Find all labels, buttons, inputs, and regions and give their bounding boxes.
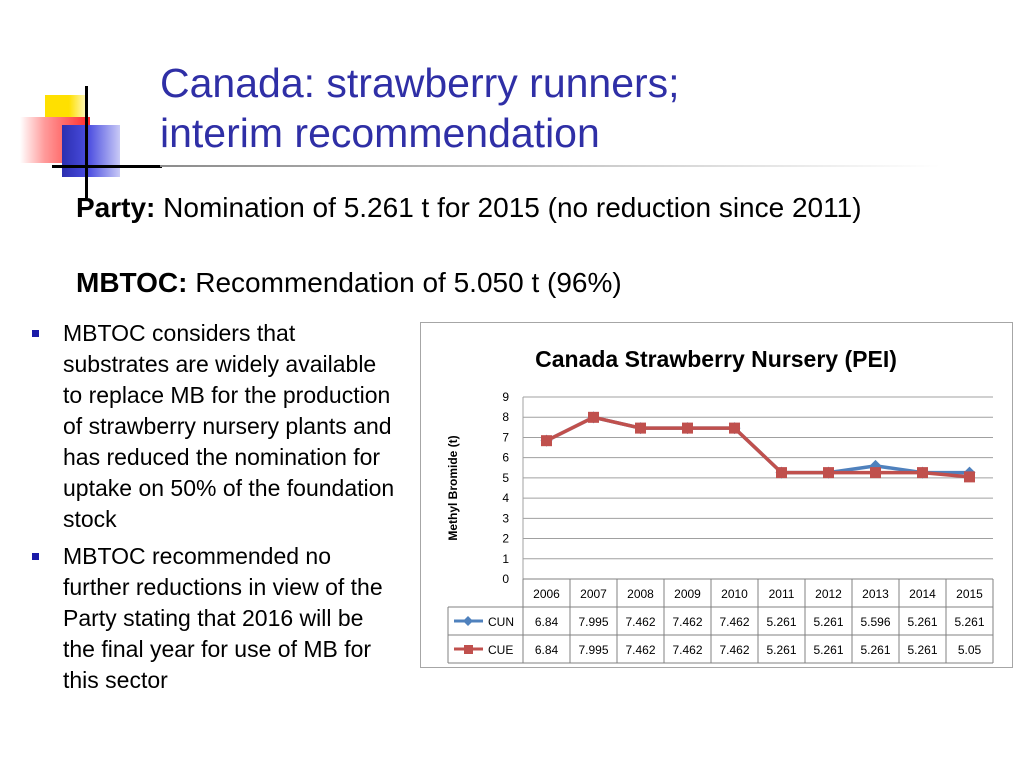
data-point-cue [870,467,881,479]
mbtoc-text: Recommendation of 5.050 t (96%) [187,267,622,298]
line-chart: Canada Strawberry Nursery (PEI) Methyl Br… [446,346,994,664]
party-label: Party: [76,192,156,223]
x-tick-label: 2006 [533,587,560,601]
y-tick-label: 5 [502,471,509,485]
data-point-cue [964,471,975,483]
table-cell-cue: 7.995 [578,643,608,657]
x-tick-label: 2013 [862,587,889,601]
table-cell-cun: 7.462 [625,615,655,629]
logo-vertical-line [85,86,88,198]
title-line-1: Canada: strawberry runners; [160,60,680,106]
x-tick-label: 2010 [721,587,748,601]
x-tick-label: 2011 [769,587,795,601]
y-tick-label: 1 [502,552,509,566]
table-cell-cun: 5.261 [954,615,984,629]
legend-label-cue: CUE [488,643,513,657]
chart-title: Canada Strawberry Nursery (PEI) [535,346,897,372]
logo-blue-square [62,125,120,177]
legend-marker-cue [464,645,473,654]
bullet-text: MBTOC recommended no further reductions … [63,543,383,693]
data-point-cue [823,467,834,479]
legend-marker-cun [463,616,473,626]
y-tick-label: 2 [502,532,509,546]
data-point-cue [588,411,599,423]
bullet-square-icon [32,330,39,337]
table-cell-cue: 5.261 [766,643,796,657]
table-cell-cue: 7.462 [719,643,749,657]
x-tick-label: 2012 [815,587,842,601]
x-tick-label: 2009 [674,587,701,601]
y-tick-label: 7 [502,430,509,444]
logo-horizontal-line [52,165,162,168]
bullet-list: MBTOC considers that substrates are wide… [30,318,395,702]
bullet-text: MBTOC considers that substrates are wide… [63,320,395,532]
x-tick-label: 2014 [909,587,936,601]
table-cell-cun: 5.261 [766,615,796,629]
legend-label-cun: CUN [488,615,514,629]
table-cell-cun: 7.462 [719,615,749,629]
table-cell-cue: 7.462 [672,643,702,657]
y-tick-label: 9 [502,390,509,404]
y-tick-label: 3 [502,511,509,525]
y-tick-label: 0 [502,572,509,586]
data-point-cue [729,422,740,434]
title-underline [160,165,940,167]
data-point-cue [917,467,928,479]
table-cell-cue: 5.261 [907,643,937,657]
table-cell-cun: 6.84 [535,615,559,629]
x-tick-label: 2007 [580,587,607,601]
decorative-logo [0,80,162,210]
y-tick-label: 6 [502,451,509,465]
y-axis-label: Methyl Bromide (t) [446,435,460,540]
mbtoc-label: MBTOC: [76,267,188,298]
table-cell-cun: 5.596 [860,615,890,629]
table-cell-cue: 7.462 [625,643,655,657]
series-line-cun [545,415,970,475]
data-point-cue [682,422,693,434]
table-cell-cun: 5.261 [813,615,843,629]
series-line-cue [545,415,970,479]
x-tick-label: 2008 [627,587,654,601]
bullet-item: MBTOC considers that substrates are wide… [30,318,395,535]
data-point-cue [776,467,787,479]
data-point-cue [541,435,552,447]
table-cell-cun: 7.995 [578,615,608,629]
bullet-item: MBTOC recommended no further reductions … [30,541,395,696]
party-statement: Party: Nomination of 5.261 t for 2015 (n… [76,192,862,224]
y-tick-label: 8 [502,410,509,424]
chart-frame: Canada Strawberry Nursery (PEI) Methyl Br… [420,322,1013,668]
table-cell-cun: 5.261 [907,615,937,629]
title-line-2: interim recommendation [160,110,600,156]
table-cell-cue: 5.261 [813,643,843,657]
y-tick-label: 4 [502,491,509,505]
x-tick-label: 2015 [956,587,983,601]
slide-title: Canada: strawberry runners; interim reco… [160,58,960,158]
table-cell-cun: 7.462 [672,615,702,629]
table-cell-cue: 5.261 [860,643,890,657]
mbtoc-statement: MBTOC: Recommendation of 5.050 t (96%) [76,267,622,299]
party-text: Nomination of 5.261 t for 2015 (no reduc… [155,192,862,223]
table-cell-cue: 5.05 [958,643,982,657]
bullet-square-icon [32,553,39,560]
table-cell-cue: 6.84 [535,643,559,657]
data-point-cue [635,422,646,434]
